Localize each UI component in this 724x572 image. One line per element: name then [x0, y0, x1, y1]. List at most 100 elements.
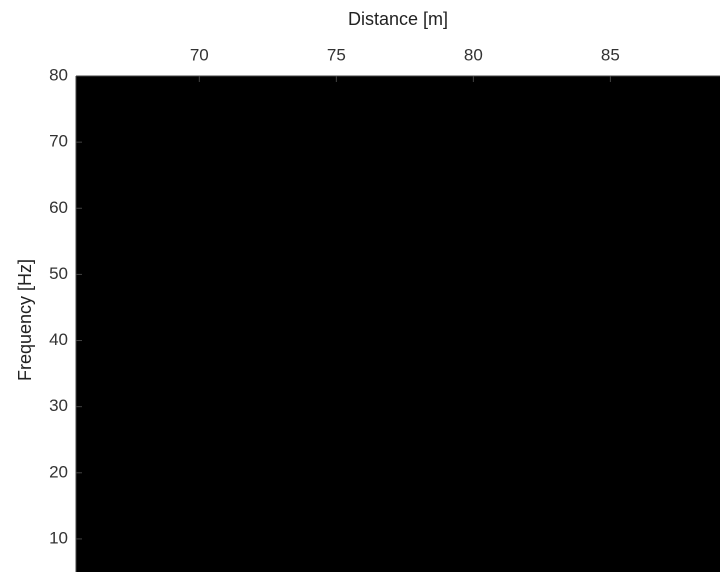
- heatmap-cell: [678, 373, 707, 391]
- heatmap-cell: [158, 406, 187, 424]
- heatmap-cell: [624, 373, 652, 391]
- heatmap-cell: [514, 307, 543, 325]
- heatmap-cell: [514, 456, 543, 474]
- heatmap-cell: [432, 109, 461, 127]
- heatmap-cell: [432, 158, 461, 176]
- heatmap-cell: [350, 340, 378, 358]
- heatmap-cell: [678, 456, 707, 474]
- heatmap-cell: [103, 158, 132, 176]
- heatmap-cell: [130, 125, 159, 143]
- heatmap-cell: [240, 505, 269, 523]
- heatmap-cell: [487, 357, 515, 375]
- heatmap-cell: [596, 390, 625, 408]
- heatmap-cell: [487, 191, 515, 209]
- heatmap-cell: [487, 257, 515, 275]
- heatmap-cell: [267, 538, 296, 556]
- heatmap-cell: [624, 76, 652, 94]
- heatmap-cell: [377, 555, 406, 572]
- heatmap-cell: [377, 423, 406, 441]
- heatmap-cell: [130, 76, 159, 94]
- heatmap-cell: [432, 505, 461, 523]
- heatmap-cell: [185, 423, 214, 441]
- heatmap-cell: [706, 505, 720, 523]
- heatmap-cell: [76, 406, 104, 424]
- heatmap-cell: [350, 489, 378, 507]
- heatmap-cell: [459, 390, 488, 408]
- heatmap-cell: [350, 324, 378, 342]
- heatmap-cell: [432, 423, 461, 441]
- heatmap-cell: [432, 373, 461, 391]
- heatmap-cell: [596, 76, 625, 94]
- heatmap-cell: [487, 125, 515, 143]
- heatmap-cell: [213, 522, 241, 540]
- heatmap-cell: [459, 274, 488, 292]
- heatmap-cell: [487, 538, 515, 556]
- heatmap-cell: [103, 274, 132, 292]
- heatmap-cell: [322, 208, 351, 226]
- heatmap-cell: [432, 439, 461, 457]
- heatmap-cell: [350, 158, 378, 176]
- heatmap-cell: [103, 472, 132, 490]
- heatmap-cell: [514, 340, 543, 358]
- heatmap-cell: [651, 489, 680, 507]
- heatmap-cell: [596, 555, 625, 572]
- heatmap-cell: [130, 472, 159, 490]
- heatmap-cell: [459, 224, 488, 242]
- heatmap-cell: [213, 555, 241, 572]
- heatmap-cell: [185, 472, 214, 490]
- heatmap-cell: [213, 439, 241, 457]
- heatmap-cell: [377, 125, 406, 143]
- heatmap-cell: [514, 274, 543, 292]
- heatmap-cell: [103, 142, 132, 160]
- heatmap-cell: [322, 191, 351, 209]
- heatmap-cell: [432, 390, 461, 408]
- heatmap-cell: [240, 489, 269, 507]
- heatmap-cell: [596, 538, 625, 556]
- heatmap-cell: [624, 423, 652, 441]
- heatmap-cell: [624, 109, 652, 127]
- heatmap-cell: [432, 92, 461, 110]
- heatmap-cell: [322, 357, 351, 375]
- heatmap-cell: [706, 357, 720, 375]
- heatmap-cell: [651, 142, 680, 160]
- heatmap-cell: [404, 489, 433, 507]
- heatmap-cell: [678, 76, 707, 94]
- heatmap-cell: [459, 92, 488, 110]
- heatmap-cell: [487, 274, 515, 292]
- heatmap-cell: [240, 423, 269, 441]
- heatmap-cell: [404, 241, 433, 259]
- heatmap-cell: [267, 274, 296, 292]
- heatmap-cell: [569, 191, 598, 209]
- heatmap-cell: [213, 324, 241, 342]
- heatmap-cell: [103, 257, 132, 275]
- heatmap-cell: [295, 357, 324, 375]
- heatmap-cell: [377, 538, 406, 556]
- heatmap-cell: [651, 357, 680, 375]
- heatmap-cell: [350, 522, 378, 540]
- heatmap-cell: [240, 92, 269, 110]
- heatmap-cell: [706, 92, 720, 110]
- heatmap-cell: [267, 489, 296, 507]
- heatmap-cell: [185, 456, 214, 474]
- heatmap-cell: [651, 307, 680, 325]
- y-tick-label: 10: [49, 528, 68, 547]
- heatmap-cell: [487, 439, 515, 457]
- heatmap-cell: [130, 142, 159, 160]
- heatmap-cell: [651, 224, 680, 242]
- heatmap-cell: [76, 257, 104, 275]
- heatmap-cell: [158, 340, 187, 358]
- heatmap-cell: [651, 208, 680, 226]
- heatmap-cell: [651, 175, 680, 193]
- heatmap-cell: [267, 92, 296, 110]
- heatmap-cell: [459, 423, 488, 441]
- heatmap-cell: [103, 324, 132, 342]
- heatmap-cell: [267, 125, 296, 143]
- heatmap-cell: [487, 307, 515, 325]
- heatmap-cell: [624, 241, 652, 259]
- heatmap-cell: [678, 224, 707, 242]
- heatmap-cell: [267, 290, 296, 308]
- x-tick-label: 80: [464, 45, 483, 64]
- heatmap-cell: [295, 257, 324, 275]
- heatmap-cell: [322, 489, 351, 507]
- heatmap-cell: [240, 290, 269, 308]
